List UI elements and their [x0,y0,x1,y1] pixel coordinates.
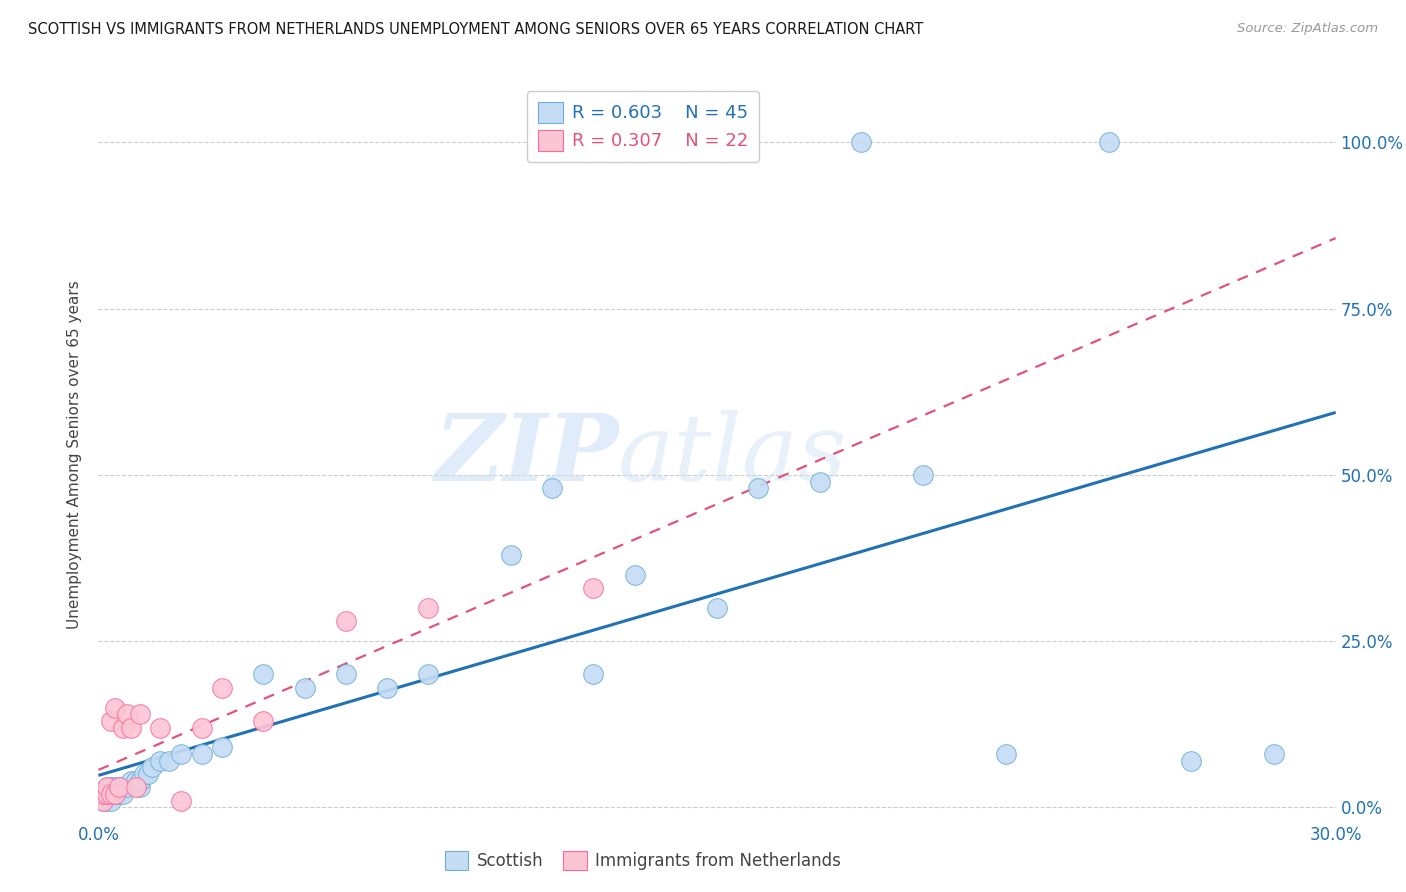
Point [128,780,150,795]
Point [582,667,605,681]
Point [994,747,1017,761]
Point [100,714,122,728]
Point [124,780,146,795]
Point [91,794,114,808]
Point [112,780,135,795]
Point [418,600,440,615]
Point [96,787,118,801]
Point [335,667,357,681]
Point [170,747,193,761]
Point [335,614,357,628]
Point [211,740,233,755]
Point [112,787,135,801]
Point [108,780,131,795]
Point [582,581,605,595]
Point [108,780,131,795]
Point [104,780,127,795]
Point [747,481,769,495]
Point [499,548,522,562]
Point [132,767,155,781]
Point [211,681,233,695]
Text: atlas: atlas [619,410,848,500]
Point [149,721,172,735]
Point [1180,754,1202,768]
Point [808,475,831,489]
Point [117,780,139,795]
Point [120,773,142,788]
Point [100,787,122,801]
Point [108,787,131,801]
Point [294,681,316,695]
Point [91,787,114,801]
Point [96,780,118,795]
Point [375,681,398,695]
Point [91,794,114,808]
Text: ZIP: ZIP [434,410,619,500]
Point [104,700,127,714]
Point [117,707,139,722]
Point [136,767,159,781]
Point [851,136,873,150]
Point [124,773,146,788]
Point [252,667,274,681]
Point [252,714,274,728]
Point [1098,136,1121,150]
Point [706,600,728,615]
Point [1263,747,1285,761]
Point [190,721,212,735]
Point [96,794,118,808]
Text: Source: ZipAtlas.com: Source: ZipAtlas.com [1237,22,1378,36]
Point [112,721,135,735]
Point [128,707,150,722]
Point [120,721,142,735]
Point [170,794,193,808]
Point [623,567,645,582]
Point [96,780,118,795]
Point [104,787,127,801]
Point [128,773,150,788]
Point [149,754,172,768]
Point [157,754,180,768]
Point [96,787,118,801]
Point [100,794,122,808]
Legend: Scottish, Immigrants from Netherlands: Scottish, Immigrants from Netherlands [437,842,849,878]
Point [100,787,122,801]
Y-axis label: Unemployment Among Seniors over 65 years: Unemployment Among Seniors over 65 years [67,281,83,629]
Point [418,667,440,681]
Point [91,787,114,801]
Point [100,780,122,795]
Point [141,760,163,774]
Point [190,747,212,761]
Point [541,481,564,495]
Point [104,787,127,801]
Text: SCOTTISH VS IMMIGRANTS FROM NETHERLANDS UNEMPLOYMENT AMONG SENIORS OVER 65 YEARS: SCOTTISH VS IMMIGRANTS FROM NETHERLANDS … [28,22,924,37]
Point [912,467,935,482]
